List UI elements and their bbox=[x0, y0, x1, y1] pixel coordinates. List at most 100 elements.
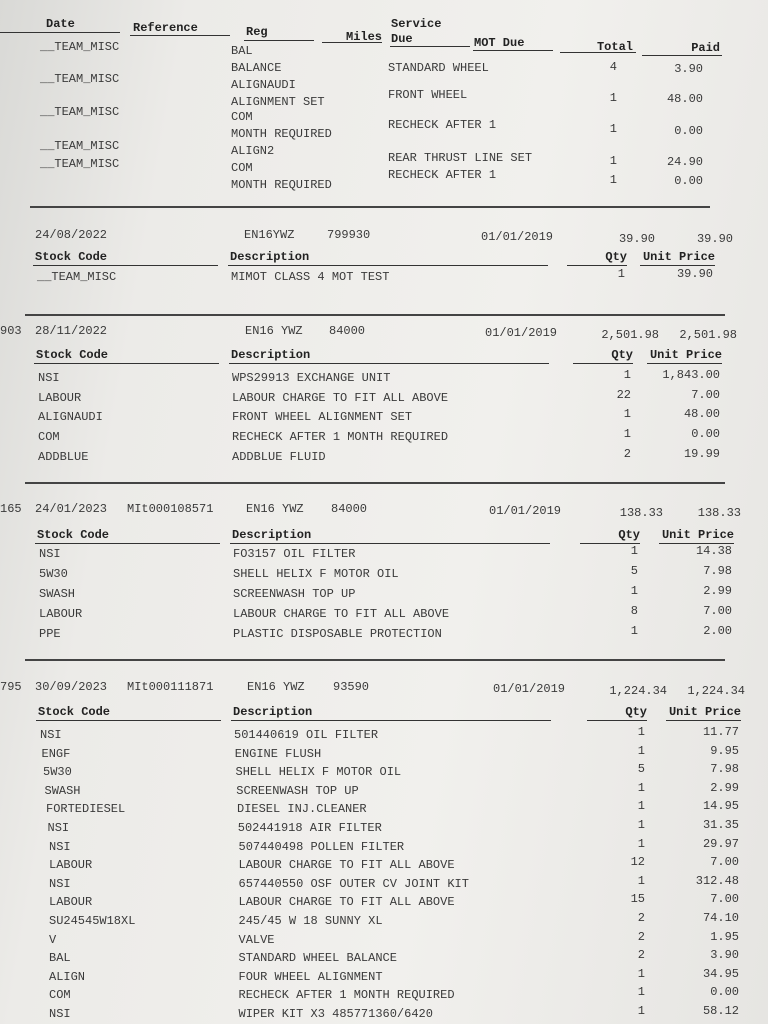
item-unit-price: 29.97 bbox=[702, 836, 739, 851]
col-qty: Qty bbox=[605, 250, 627, 264]
item-description: LABOUR CHARGE TO FIT ALL ABOVE bbox=[233, 607, 450, 621]
invoice-paid: 1,224.34 bbox=[687, 684, 745, 698]
item-unit-price: 11.77 bbox=[702, 725, 739, 739]
item-qty: 1 bbox=[637, 725, 645, 739]
item-unit-price: 48.00 bbox=[683, 407, 720, 422]
divider bbox=[322, 42, 382, 43]
divider bbox=[230, 543, 550, 544]
item-qty: 1 bbox=[637, 836, 645, 851]
reg-line: MONTH REQUIRED bbox=[231, 178, 332, 192]
invoice-reference: MIt000108571 bbox=[127, 502, 214, 516]
item-unit-price: 7.00 bbox=[703, 604, 732, 618]
col-stock-code: Stock Code bbox=[36, 348, 109, 362]
item-qty: 2 bbox=[637, 911, 645, 925]
invoice-mot-due: 01/01/2019 bbox=[481, 230, 554, 244]
col-description: Description bbox=[231, 348, 311, 362]
divider bbox=[573, 363, 633, 364]
item-qty: 22 bbox=[616, 387, 631, 402]
header-date: Date bbox=[46, 17, 75, 31]
item-unit-price: 1,843.00 bbox=[662, 368, 720, 382]
col-stock-code: Stock Code bbox=[37, 528, 110, 542]
item-description: ENGINE FLUSH bbox=[234, 746, 322, 761]
col-qty: Qty bbox=[625, 705, 647, 719]
item-description: FO3157 OIL FILTER bbox=[233, 547, 356, 561]
divider bbox=[130, 35, 230, 36]
item-description: STANDARD WHEEL BALANCE bbox=[238, 951, 397, 966]
item-description: RECHECK AFTER 1 MONTH REQUIRED bbox=[232, 430, 449, 445]
item-qty: 1 bbox=[637, 873, 645, 888]
divider bbox=[25, 481, 725, 484]
item-description: FRONT WHEEL ALIGNMENT SET bbox=[232, 410, 413, 425]
invoice-date: 24/01/2023 bbox=[35, 502, 108, 516]
service-description: RECHECK AFTER 1 bbox=[388, 118, 497, 132]
item-qty: 2 bbox=[637, 948, 645, 963]
divider bbox=[0, 32, 120, 33]
reg-line: COM bbox=[231, 110, 253, 124]
invoice-prefix: 795 bbox=[0, 680, 22, 694]
item-qty: 5 bbox=[630, 564, 638, 578]
item-stock-code: SWASH bbox=[44, 783, 81, 798]
item-unit-price: 74.10 bbox=[702, 911, 739, 925]
paid-value: 3.90 bbox=[674, 62, 703, 76]
item-qty: 1 bbox=[637, 818, 645, 832]
item-description: DIESEL INJ.CLEANER bbox=[237, 802, 367, 817]
item-stock-code: LABOUR bbox=[38, 390, 82, 405]
stock-code: __TEAM_MISC bbox=[40, 139, 120, 153]
stock-code: __TEAM_MISC bbox=[40, 40, 120, 54]
col-qty: Qty bbox=[618, 528, 640, 542]
total-value: 1 bbox=[609, 173, 617, 187]
divider bbox=[228, 265, 548, 266]
invoice-total: 39.90 bbox=[618, 232, 655, 246]
divider bbox=[35, 543, 220, 544]
header-reg: Reg bbox=[246, 25, 268, 39]
total-value: 1 bbox=[609, 122, 617, 136]
divider bbox=[580, 543, 640, 544]
item-unit-price: 34.95 bbox=[702, 966, 739, 981]
item-description: PLASTIC DISPOSABLE PROTECTION bbox=[233, 627, 442, 641]
item-stock-code: NSI bbox=[47, 821, 70, 835]
invoice-miles: 84000 bbox=[331, 502, 368, 516]
invoice-mot-due: 01/01/2019 bbox=[485, 326, 558, 340]
service-description: REAR THRUST LINE SET bbox=[388, 151, 533, 165]
item-stock-code: SU24545W18XL bbox=[49, 914, 136, 928]
reg-line: ALIGNMENT SET bbox=[231, 95, 325, 109]
header-total: Total bbox=[596, 40, 633, 54]
item-description: VALVE bbox=[238, 932, 275, 947]
item-unit-price: 7.00 bbox=[710, 892, 739, 907]
item-unit-price: 2.99 bbox=[710, 780, 739, 795]
invoice-total: 1,224.34 bbox=[609, 684, 667, 698]
item-unit-price: 39.90 bbox=[676, 267, 713, 281]
item-unit-price: 2.00 bbox=[703, 624, 732, 638]
item-stock-code: LABOUR bbox=[49, 858, 93, 873]
total-value: 1 bbox=[609, 91, 617, 105]
total-value: 1 bbox=[609, 154, 617, 168]
item-stock-code: 5W30 bbox=[43, 765, 72, 780]
item-unit-price: 1.95 bbox=[710, 929, 739, 944]
item-stock-code: BAL bbox=[49, 951, 71, 966]
item-description: FOUR WHEEL ALIGNMENT bbox=[238, 969, 383, 984]
item-stock-code: ENGF bbox=[41, 746, 71, 761]
item-qty: 12 bbox=[630, 855, 645, 870]
service-description: STANDARD WHEEL bbox=[388, 61, 489, 75]
item-stock-code: __TEAM_MISC bbox=[37, 270, 117, 284]
divider bbox=[666, 720, 741, 721]
invoice-date: 30/09/2023 bbox=[35, 680, 108, 694]
total-value: 4 bbox=[609, 60, 617, 74]
reg-line: COM bbox=[231, 161, 253, 175]
item-qty: 1 bbox=[630, 584, 638, 598]
invoice-miles: 84000 bbox=[329, 324, 366, 338]
col-unit-price: Unit Price bbox=[649, 348, 722, 362]
item-description: 502441918 AIR FILTER bbox=[237, 821, 382, 835]
item-unit-price: 7.98 bbox=[710, 762, 739, 777]
stock-code: __TEAM_MISC bbox=[40, 157, 120, 171]
divider bbox=[34, 363, 219, 364]
col-unit-price: Unit Price bbox=[642, 250, 715, 264]
divider bbox=[390, 46, 470, 47]
stock-code: __TEAM_MISC bbox=[40, 72, 120, 86]
invoice-reg: EN16 YWZ bbox=[247, 680, 305, 694]
item-stock-code: NSI bbox=[40, 728, 62, 742]
divider bbox=[30, 206, 710, 208]
invoice-reg: EN16 YWZ bbox=[245, 324, 303, 338]
header-reference: Reference bbox=[133, 21, 198, 35]
item-unit-price: 14.95 bbox=[702, 799, 739, 814]
